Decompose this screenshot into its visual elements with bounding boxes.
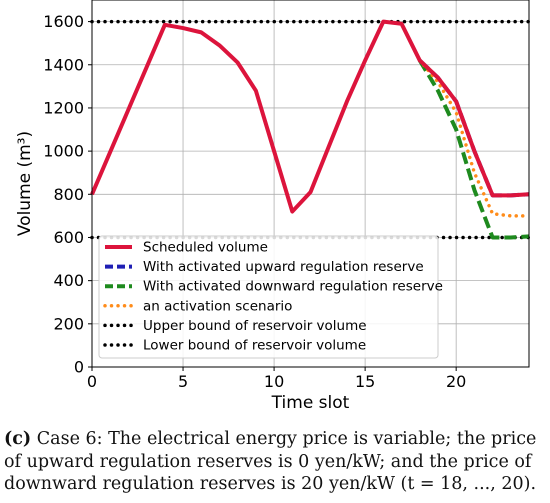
figure-caption: (c) Case 6: The electrical energy price … bbox=[4, 428, 546, 496]
y-tick-label: 600 bbox=[53, 228, 84, 247]
legend-label: Upper bound of reservoir volume bbox=[143, 318, 367, 334]
y-tick-label: 1400 bbox=[43, 55, 84, 74]
y-tick-label: 1200 bbox=[43, 98, 84, 117]
legend: Scheduled volume With activated upward re… bbox=[98, 235, 443, 359]
y-tick-label: 1000 bbox=[43, 142, 84, 161]
y-tick-label: 0 bbox=[74, 358, 84, 377]
x-tick-label: 0 bbox=[87, 372, 97, 391]
legend-label: an activation scenario bbox=[143, 298, 292, 314]
series-line bbox=[418, 58, 531, 218]
legend-box bbox=[98, 235, 439, 359]
x-axis-label: Time slot bbox=[271, 393, 350, 413]
series-line bbox=[418, 59, 530, 240]
y-tick-label: 1600 bbox=[43, 12, 84, 31]
x-tick-label: 10 bbox=[264, 372, 284, 391]
legend-label: Scheduled volume bbox=[143, 240, 268, 256]
caption-text: Case 6: The electrical energy price is v… bbox=[4, 429, 537, 494]
legend-label: Lower bound of reservoir volume bbox=[143, 338, 366, 354]
caption-label: (c) bbox=[4, 429, 32, 449]
x-tick-label: 5 bbox=[178, 372, 188, 391]
series-line bbox=[90, 19, 530, 214]
legend-label: With activated downward regulation reser… bbox=[143, 279, 443, 295]
x-tick-label: 15 bbox=[355, 372, 375, 391]
y-tick-label: 400 bbox=[53, 271, 84, 290]
y-tick-label: 800 bbox=[53, 185, 84, 204]
x-tick-label: 20 bbox=[446, 372, 466, 391]
y-tick-label: 200 bbox=[53, 314, 84, 333]
plot-frame bbox=[91, 0, 530, 368]
y-axis-label: Volume (m³) bbox=[15, 131, 35, 236]
legend-label: With activated upward regulation reserve bbox=[143, 259, 424, 275]
